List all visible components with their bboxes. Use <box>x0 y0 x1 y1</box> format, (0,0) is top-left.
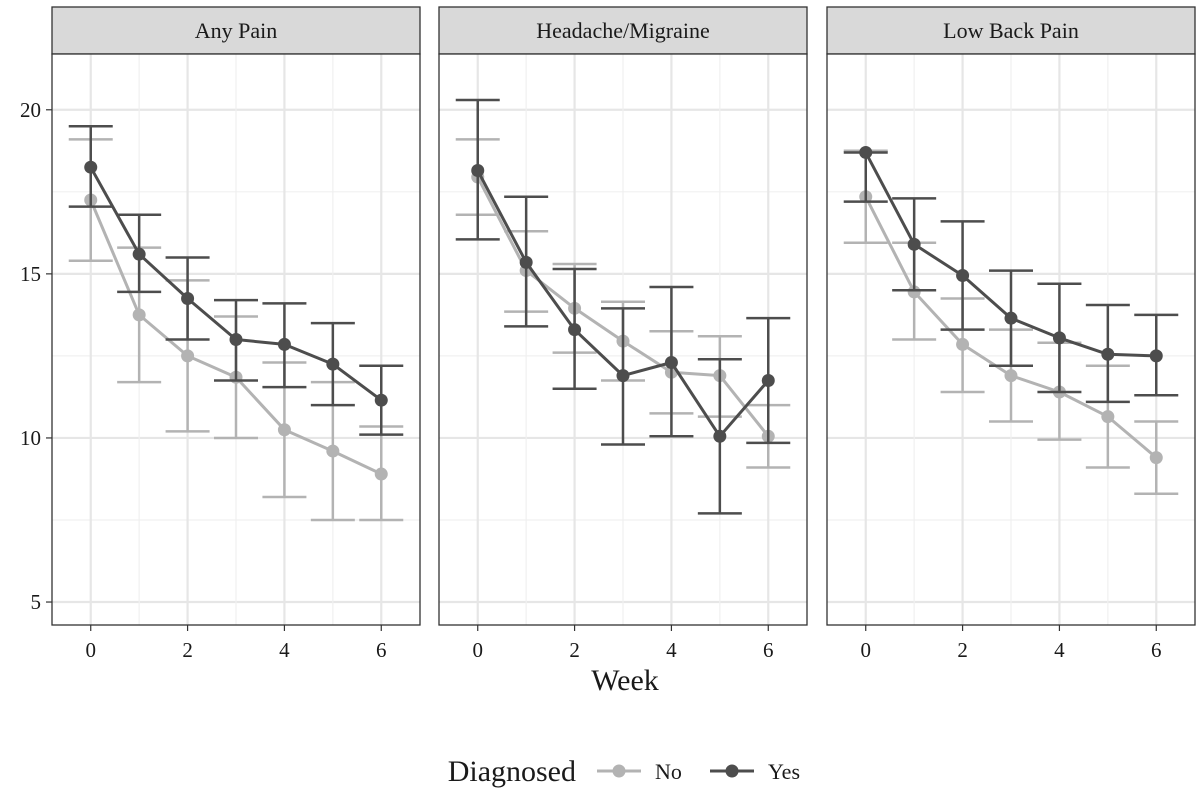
facet-strip <box>826 6 1196 55</box>
data-point <box>664 355 678 369</box>
data-point <box>374 467 388 481</box>
x-tick-label: 0 <box>472 638 483 662</box>
data-point <box>326 357 340 371</box>
x-axis-title: Week <box>591 664 659 697</box>
y-axis: 5 10 15 20 <box>20 98 52 614</box>
legend-key-point <box>612 764 626 778</box>
x-tick-label: 6 <box>1151 638 1162 662</box>
gridlines <box>439 54 807 625</box>
data-point <box>471 163 485 177</box>
data-point <box>616 369 630 383</box>
data-point <box>1004 311 1018 325</box>
data-point <box>1101 410 1115 424</box>
data-point <box>374 393 388 407</box>
data-point <box>132 247 146 261</box>
data-point <box>1004 369 1018 383</box>
legend-title: Diagnosed <box>448 755 576 788</box>
x-tick-label: 0 <box>860 638 871 662</box>
panel-border <box>51 53 421 626</box>
data-point <box>277 337 291 351</box>
facet-strip-title: Any Pain <box>195 18 278 43</box>
facet-panel: Headache/Migraine 0 2 4 6 <box>438 6 808 662</box>
x-tick-label: 6 <box>763 638 774 662</box>
data-point <box>1149 349 1163 363</box>
x-tick-label: 2 <box>569 638 580 662</box>
facet-strip <box>51 6 421 55</box>
x-tick-label: 4 <box>279 638 290 662</box>
x-tick-label: 2 <box>182 638 193 662</box>
panel-border <box>438 53 808 626</box>
data-point <box>1101 347 1115 361</box>
data-point <box>907 285 921 299</box>
legend-item-yes: Yes <box>710 759 800 784</box>
data-point <box>84 160 98 174</box>
series-yes <box>843 145 1179 404</box>
data-point <box>907 237 921 251</box>
data-point <box>956 337 970 351</box>
x-tick-label: 4 <box>1054 638 1065 662</box>
data-point <box>519 255 533 269</box>
legend-entries: No Yes <box>597 759 800 784</box>
series-yes <box>455 98 791 515</box>
facet-panel: Any Pain 0 2 4 6 <box>51 6 421 662</box>
legend-key-point <box>725 764 739 778</box>
x-tick-label: 6 <box>376 638 387 662</box>
data-point <box>277 423 291 437</box>
data-point <box>181 349 195 363</box>
legend: Diagnosed No Yes <box>448 755 800 788</box>
x-tick-label: 0 <box>85 638 96 662</box>
panel-border <box>826 53 1196 626</box>
data-point <box>1149 451 1163 465</box>
data-point <box>132 308 146 322</box>
x-tick-label: 2 <box>957 638 968 662</box>
x-tick-label: 4 <box>666 638 677 662</box>
y-tick-label: 20 <box>20 98 41 122</box>
facet-strip-title: Low Back Pain <box>943 18 1079 43</box>
data-point <box>326 444 340 458</box>
data-point <box>568 323 582 337</box>
data-point <box>956 269 970 283</box>
facet-strip-title: Headache/Migraine <box>536 18 709 43</box>
data-point <box>1052 331 1066 345</box>
y-tick-label: 10 <box>20 426 41 450</box>
data-point <box>761 374 775 388</box>
data-point <box>713 429 727 443</box>
data-point <box>229 333 243 346</box>
y-tick-label: 5 <box>31 590 42 614</box>
legend-label: Yes <box>768 759 800 784</box>
facet-panel: Low Back Pain 0 2 4 6 <box>826 6 1196 662</box>
legend-item-no: No <box>597 759 682 784</box>
series-yes <box>68 124 404 436</box>
y-tick-label: 15 <box>20 262 41 286</box>
facet-strip <box>438 6 808 55</box>
data-point <box>859 145 873 159</box>
data-point <box>181 291 195 305</box>
legend-label: No <box>655 759 682 784</box>
